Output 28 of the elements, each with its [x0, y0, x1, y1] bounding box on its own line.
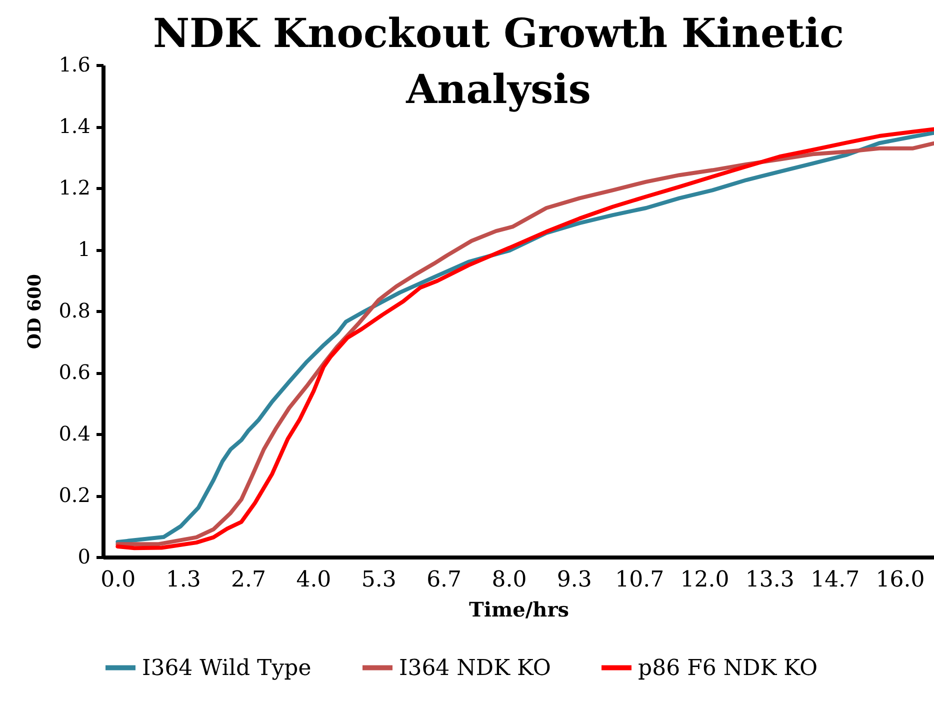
- x-tick-label: 6.7: [426, 568, 462, 592]
- x-tick-label: 13.3: [745, 568, 794, 592]
- y-axis-title: OD 600: [24, 274, 46, 350]
- y-tick-label: 1.4: [58, 114, 90, 138]
- x-tick-label: 16.0: [876, 568, 925, 592]
- legend-label: I364 Wild Type: [142, 656, 312, 681]
- y-tick-label: 0.4: [58, 422, 90, 446]
- y-tick-label: 1.2: [58, 176, 90, 200]
- x-tick-label: 5.3: [361, 568, 396, 592]
- x-tick-label: 10.7: [615, 568, 664, 592]
- legend-label: I364 NDK KO: [399, 656, 551, 681]
- x-tick-label: 4.0: [296, 568, 332, 592]
- y-tick-label: 0.2: [58, 483, 90, 507]
- x-axis-title: Time/hrs: [468, 598, 570, 622]
- legend-label: p86 F6 NDK KO: [638, 656, 818, 681]
- x-tick-label: 8.0: [492, 568, 527, 592]
- x-tick-label: 0.0: [100, 568, 136, 592]
- y-tick-label: 1.6: [58, 52, 90, 76]
- chart-title: NDK Knockout Growth Kinetic Analysis: [152, 10, 844, 113]
- y-tick-label: 0.6: [58, 360, 90, 384]
- x-tick-label: 1.3: [166, 568, 201, 592]
- y-tick-label: 1: [78, 237, 90, 261]
- y-tick-label: 0.8: [58, 298, 90, 322]
- x-tick-label: 2.7: [231, 568, 266, 592]
- x-tick-label: 14.7: [810, 568, 860, 592]
- y-tick-label: 0: [78, 544, 90, 568]
- x-tick-label: 9.3: [556, 568, 592, 592]
- x-tick-label: 12.0: [680, 568, 730, 592]
